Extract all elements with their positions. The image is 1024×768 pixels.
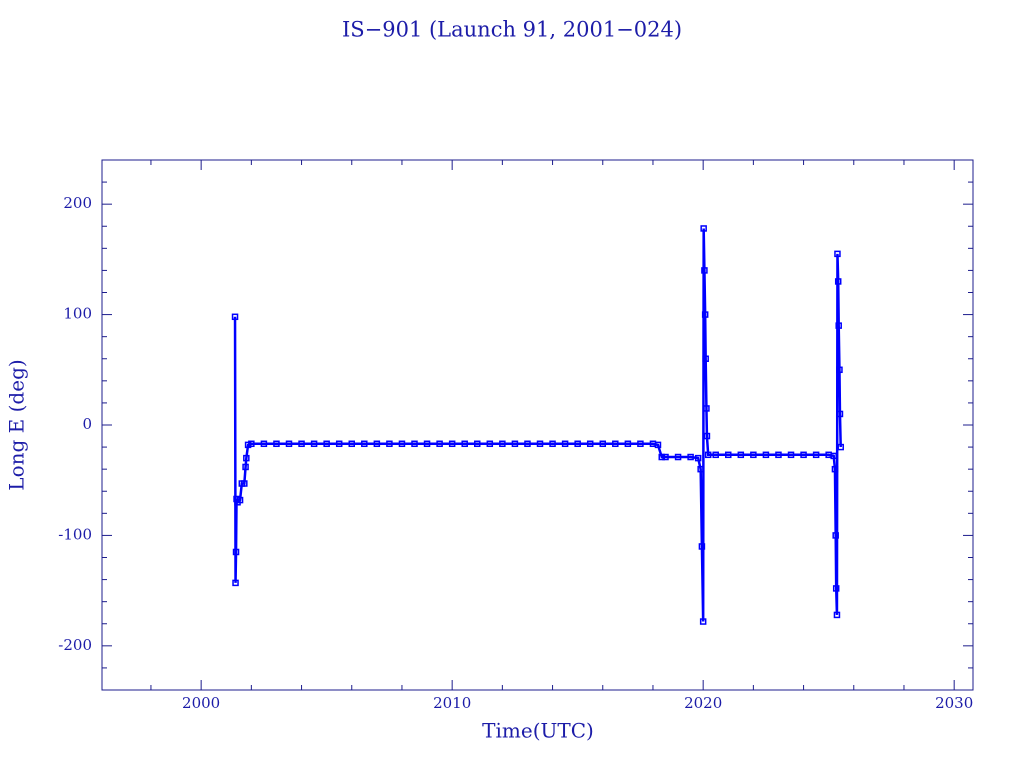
data-marker bbox=[232, 579, 239, 587]
data-marker bbox=[658, 453, 665, 461]
data-marker bbox=[834, 250, 841, 258]
data-marker bbox=[511, 440, 519, 448]
data-marker bbox=[285, 440, 293, 448]
data-marker bbox=[775, 451, 782, 459]
data-marker bbox=[832, 585, 840, 592]
data-marker bbox=[448, 440, 456, 448]
data-marker bbox=[835, 322, 842, 329]
data-marker bbox=[586, 440, 594, 448]
data-marker bbox=[833, 611, 841, 619]
data-marker bbox=[699, 618, 707, 625]
data-marker bbox=[524, 440, 531, 448]
data-marker bbox=[750, 451, 757, 459]
data-marker bbox=[698, 543, 706, 550]
data-marker bbox=[361, 440, 368, 448]
y-tick-label: -100 bbox=[58, 525, 92, 543]
data-marker bbox=[694, 454, 702, 462]
data-marker bbox=[702, 355, 709, 362]
data-marker bbox=[323, 440, 330, 448]
data-marker bbox=[703, 432, 711, 440]
data-marker bbox=[486, 440, 494, 448]
data-marker bbox=[712, 451, 719, 459]
data-marker bbox=[236, 496, 244, 504]
y-tick-label: 0 bbox=[82, 415, 92, 433]
y-tick-label: -200 bbox=[58, 636, 92, 654]
data-marker bbox=[812, 451, 820, 459]
data-marker bbox=[273, 440, 280, 448]
x-tick-label: 2010 bbox=[433, 694, 471, 712]
x-tick-label: 2000 bbox=[182, 694, 220, 712]
data-marker bbox=[574, 440, 581, 448]
data-marker bbox=[662, 453, 669, 461]
data-marker bbox=[474, 440, 481, 448]
data-marker bbox=[260, 440, 268, 448]
data-marker bbox=[762, 451, 770, 459]
x-axis-label: Time(UTC) bbox=[482, 719, 594, 743]
data-marker bbox=[612, 440, 619, 448]
data-marker bbox=[700, 225, 707, 232]
data-marker bbox=[836, 410, 844, 418]
data-marker bbox=[248, 440, 255, 448]
data-marker bbox=[834, 278, 842, 285]
data-marker bbox=[536, 440, 544, 448]
data-marker bbox=[232, 548, 240, 556]
data-marker bbox=[335, 440, 343, 448]
data-marker bbox=[830, 452, 837, 460]
data-marker bbox=[436, 440, 443, 448]
data-marker bbox=[701, 267, 708, 274]
data-marker bbox=[599, 440, 607, 448]
y-tick-label: 200 bbox=[63, 194, 92, 212]
x-tick-label: 2020 bbox=[684, 694, 722, 712]
data-marker bbox=[298, 440, 305, 448]
data-marker bbox=[411, 440, 418, 448]
data-marker bbox=[800, 451, 807, 459]
data-marker bbox=[348, 440, 356, 448]
data-line bbox=[233, 228, 842, 622]
data-marker bbox=[386, 440, 393, 448]
data-marker bbox=[499, 440, 506, 448]
data-marker bbox=[654, 441, 662, 449]
data-marker bbox=[737, 451, 745, 459]
data-marker bbox=[637, 440, 644, 448]
data-marker bbox=[831, 465, 839, 473]
data-marker bbox=[787, 451, 795, 459]
data-marker bbox=[461, 440, 468, 448]
data-marker bbox=[549, 440, 556, 448]
data-marker bbox=[697, 465, 704, 473]
data-marker bbox=[837, 443, 844, 451]
chart-title: IS−901 (Launch 91, 2001−024) bbox=[342, 18, 682, 42]
data-marker bbox=[233, 495, 240, 503]
data-marker bbox=[242, 463, 249, 471]
data-marker bbox=[624, 440, 632, 448]
data-marker bbox=[701, 311, 709, 318]
data-marker bbox=[704, 451, 712, 459]
data-marker bbox=[243, 454, 250, 462]
plot-frame bbox=[101, 159, 974, 691]
data-marker bbox=[832, 532, 839, 539]
data-marker bbox=[674, 453, 682, 461]
data-marker bbox=[725, 451, 732, 459]
data-marker bbox=[398, 440, 406, 448]
data-marker bbox=[244, 441, 252, 449]
x-tick-label: 2030 bbox=[935, 694, 973, 712]
data-marker bbox=[687, 453, 694, 461]
data-marker bbox=[373, 440, 381, 448]
y-tick-label: 100 bbox=[63, 305, 92, 323]
y-axis-label: Long E (deg) bbox=[5, 359, 29, 490]
data-marker bbox=[241, 480, 248, 487]
data-marker bbox=[836, 366, 843, 374]
data-marker bbox=[310, 440, 318, 448]
data-marker bbox=[423, 440, 431, 448]
data-marker bbox=[561, 440, 569, 448]
data-marker bbox=[231, 313, 239, 321]
data-marker bbox=[703, 405, 710, 412]
